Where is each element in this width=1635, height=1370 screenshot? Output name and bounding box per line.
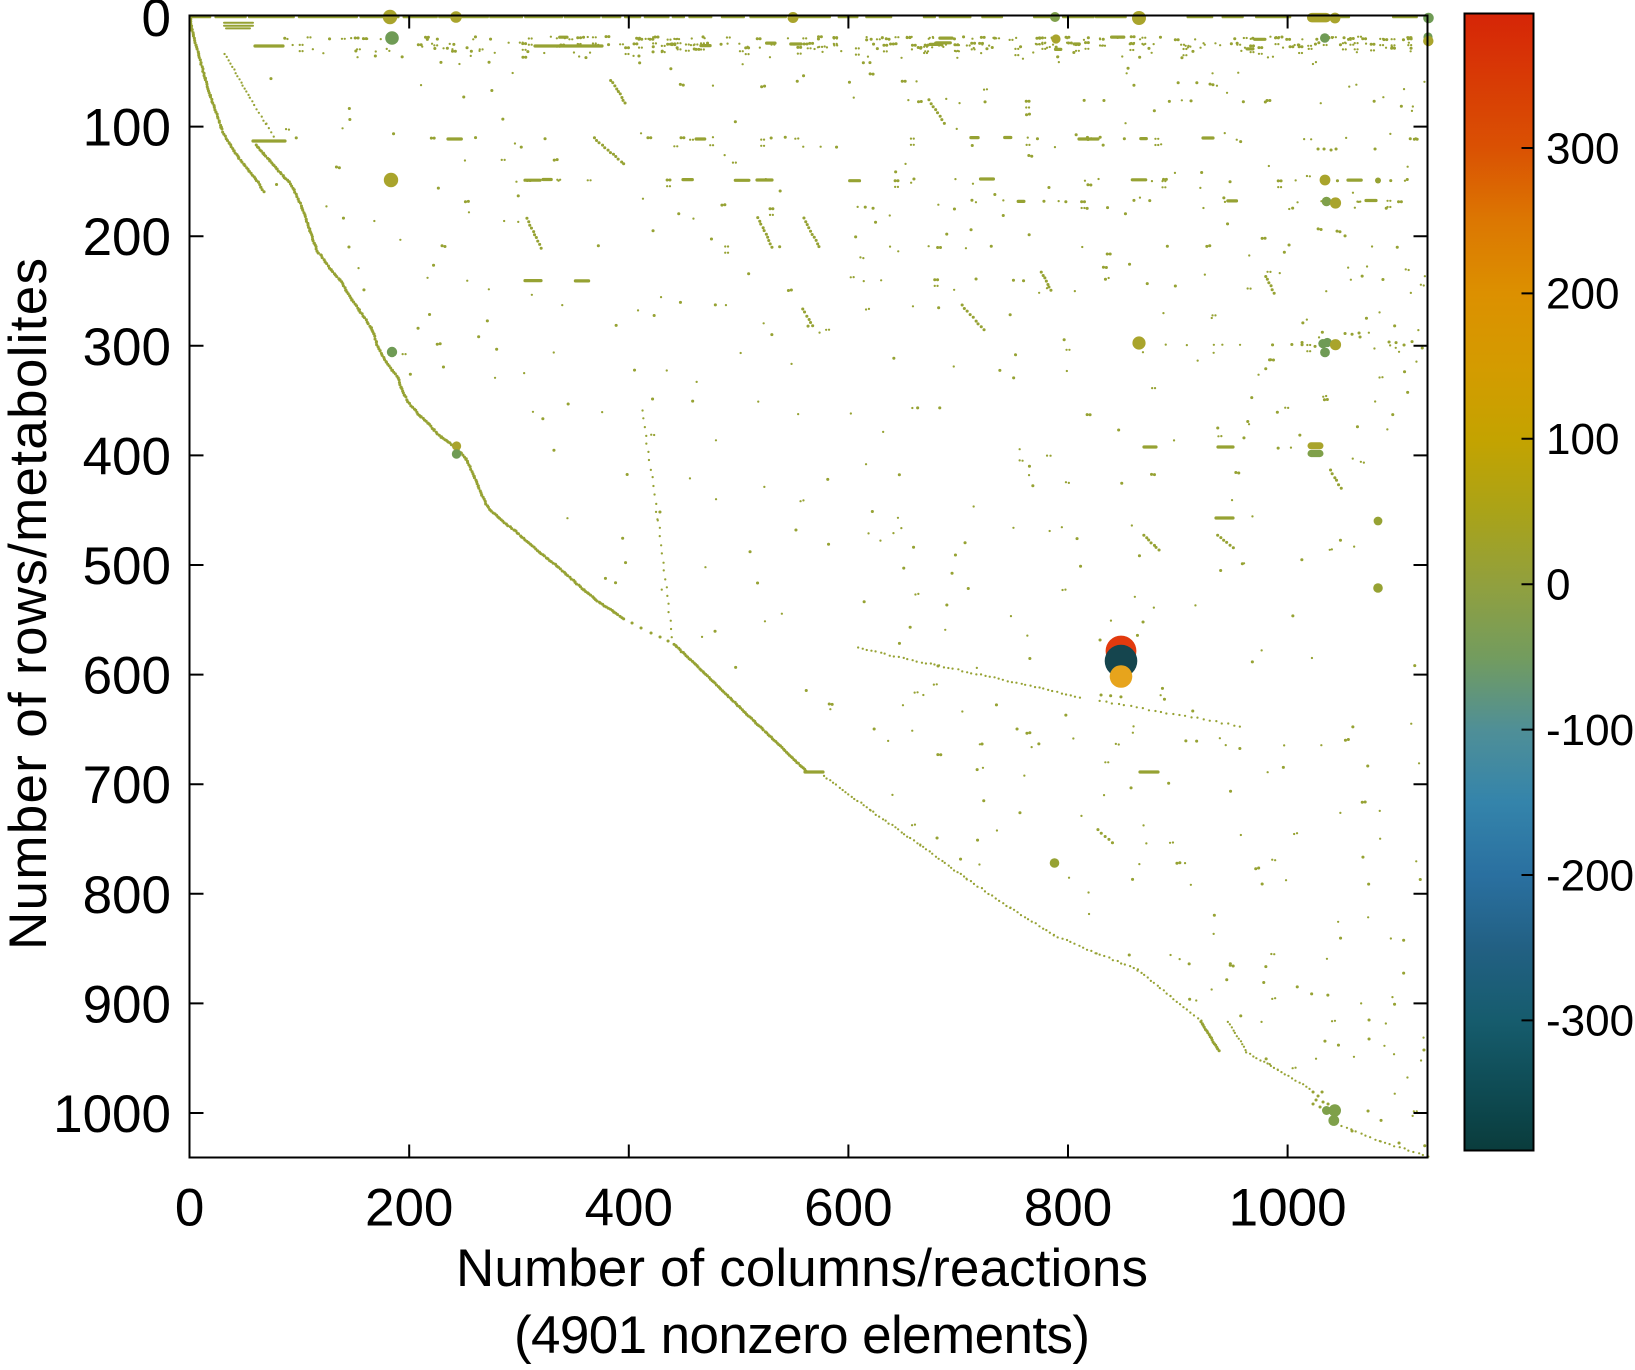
svg-text:200: 200 (365, 1179, 453, 1238)
svg-text:Number of rows/metabolites: Number of rows/metabolites (0, 258, 58, 950)
svg-text:500: 500 (83, 537, 171, 596)
svg-text:400: 400 (83, 427, 171, 486)
svg-text:600: 600 (804, 1179, 892, 1238)
svg-text:0: 0 (175, 1179, 204, 1238)
svg-text:-300: -300 (1546, 997, 1634, 1046)
svg-text:0: 0 (142, 0, 171, 48)
svg-text:800: 800 (1024, 1179, 1112, 1238)
svg-text:200: 200 (83, 208, 171, 267)
svg-text:600: 600 (83, 647, 171, 706)
svg-text:100: 100 (1546, 415, 1619, 464)
svg-text:300: 300 (1546, 124, 1619, 173)
svg-text:800: 800 (83, 866, 171, 925)
svg-text:-200: -200 (1546, 851, 1634, 900)
svg-text:0: 0 (1546, 561, 1570, 610)
svg-text:900: 900 (83, 975, 171, 1034)
svg-text:1000: 1000 (53, 1085, 171, 1144)
svg-text:Number of columns/reactions: Number of columns/reactions (456, 1239, 1148, 1298)
svg-text:700: 700 (83, 756, 171, 815)
svg-text:200: 200 (1546, 270, 1619, 319)
svg-text:100: 100 (83, 99, 171, 158)
svg-text:1000: 1000 (1229, 1179, 1347, 1238)
svg-text:-100: -100 (1546, 706, 1634, 755)
svg-text:300: 300 (83, 318, 171, 377)
svg-text:400: 400 (585, 1179, 673, 1238)
svg-text:(4901 nonzero elements): (4901 nonzero elements) (514, 1306, 1090, 1365)
